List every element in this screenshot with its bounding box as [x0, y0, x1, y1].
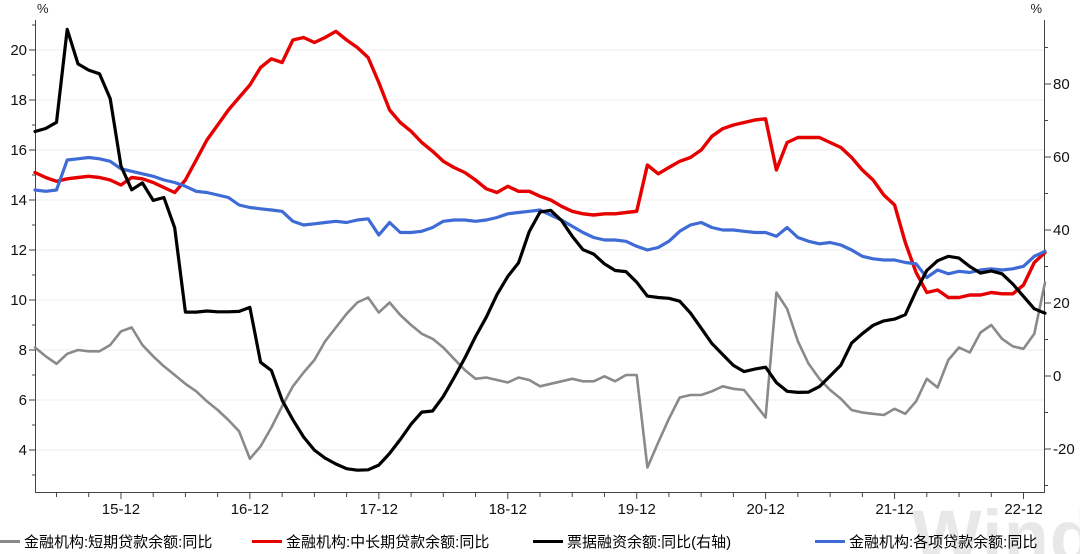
x-axis-tick-label: 21-12	[875, 501, 913, 518]
legend-item-all-loans: 金融机构:各项贷款余额:同比	[815, 529, 1037, 553]
x-axis-tick-label: 15-12	[102, 501, 140, 518]
left-axis-unit-label: %	[37, 1, 49, 16]
legend: 金融机构:短期贷款余额:同比 金融机构:中长期贷款余额:同比 票据融资余额:同比…	[0, 529, 1080, 553]
left-axis-tick-label: 16	[10, 142, 27, 159]
wind-watermark: Wind	[911, 495, 1080, 554]
x-axis-tick-label: 17-12	[360, 501, 398, 518]
legend-label: 金融机构:短期贷款余额:同比	[24, 533, 213, 551]
all-loans-line	[33, 155, 1047, 280]
legend-label: 金融机构:各项贷款余额:同比	[849, 533, 1038, 551]
left-axis-tick-label: 12	[10, 242, 27, 259]
x-axis-tick-label: 20-12	[746, 501, 784, 518]
right-axis-tick-label: 20	[1053, 295, 1070, 312]
right-axis-tick-label: 80	[1053, 76, 1070, 93]
bill-financing-line	[33, 27, 1047, 472]
red-line-swatch-icon	[252, 539, 282, 543]
black-line-swatch-icon	[533, 539, 563, 543]
legend-item-short-term-loans: 金融机构:短期贷款余额:同比	[0, 529, 212, 553]
left-axis-tick-label: 18	[10, 92, 27, 109]
legend-label: 金融机构:中长期贷款余额:同比	[286, 533, 490, 551]
x-axis-tick-label: 19-12	[618, 501, 656, 518]
medium-long-term-loans-line	[33, 29, 1047, 300]
blue-line-swatch-icon	[815, 539, 845, 543]
left-axis-tick-label: 10	[10, 292, 27, 309]
left-axis-tick-label: 20	[10, 42, 27, 59]
right-axis-tick-label: 60	[1053, 149, 1070, 166]
left-axis-tick-label: 8	[19, 342, 27, 359]
x-axis-tick-label: 18-12	[489, 501, 527, 518]
right-axis-tick-label: 40	[1053, 222, 1070, 239]
short-term-loans-line	[33, 281, 1047, 469]
legend-label: 票据融资余额:同比(右轴)	[567, 533, 732, 551]
x-axis-tick-label: 16-12	[231, 501, 269, 518]
x-axis-tick-label: 22-12	[1004, 501, 1042, 518]
right-axis-tick-label: -20	[1053, 441, 1075, 458]
left-axis-tick-label: 6	[19, 392, 27, 409]
gray-line-swatch-icon	[0, 539, 20, 543]
legend-item-bill-financing: 票据融资余额:同比(右轴)	[533, 529, 731, 553]
left-axis-tick-label: 4	[19, 442, 27, 459]
legend-item-medium-long-term-loans: 金融机构:中长期贷款余额:同比	[252, 529, 489, 553]
left-axis-tick-label: 14	[10, 192, 27, 209]
right-axis-unit-label: %	[1030, 1, 1042, 16]
right-axis-tick-label: 0	[1053, 368, 1061, 385]
